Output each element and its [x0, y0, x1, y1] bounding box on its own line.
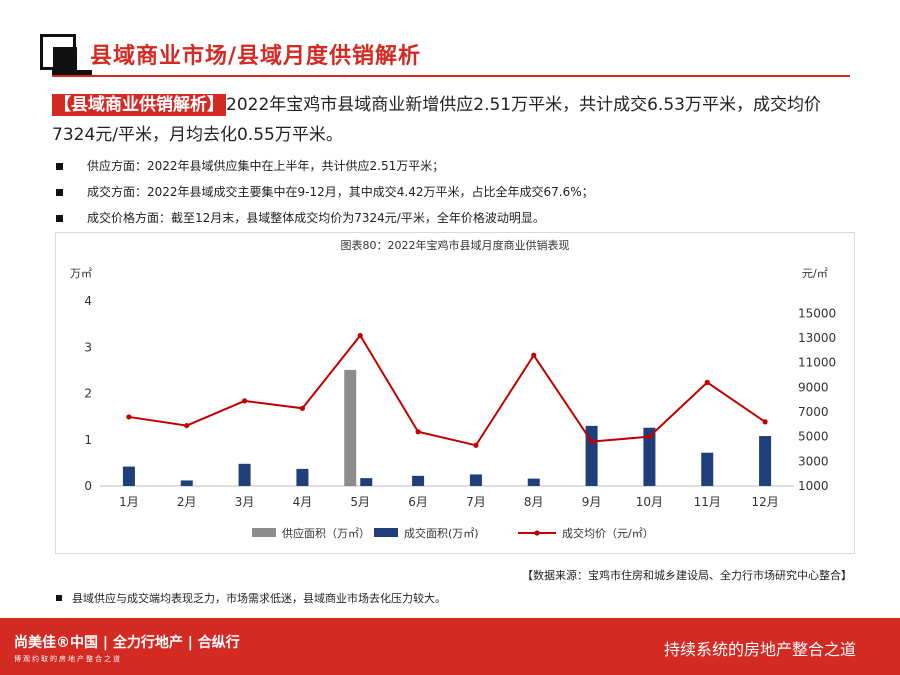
- conclusion-text: 县域供应与成交端均表现乏力，市场需求低迷，县域商业市场去化压力较大。: [72, 592, 446, 605]
- lead-paragraph: 【县域商业供销解析】 2022年宝鸡市县域商业新增供应2.51万平米，共计成交6.…: [52, 90, 852, 150]
- lead-tag: 【县域商业供销解析】: [52, 94, 226, 116]
- sales-bar: [122, 466, 135, 486]
- sales-bar: [360, 478, 373, 486]
- price-point: [241, 398, 248, 404]
- right-axis-tick-label: 15000: [798, 306, 836, 320]
- legend-supply-swatch: [252, 528, 276, 537]
- legend-sales-swatch: [374, 528, 398, 537]
- legend-price-label: 成交均价（元/㎡）: [562, 526, 654, 540]
- x-axis-tick-label: 8月: [524, 495, 544, 509]
- right-axis-tick-label: 5000: [798, 430, 829, 444]
- bullet-square-icon: [56, 214, 63, 222]
- left-axis-tick-label: 0: [84, 479, 92, 493]
- footer-bar: 尚美佳®中国 | 全力行地产 | 合纵行 博观约取的房地产整合之道 持续系统的房…: [0, 618, 900, 675]
- title-accent-bar: [52, 70, 92, 77]
- title-divider: [52, 75, 850, 77]
- footer-slogan: 持续系统的房地产整合之道: [663, 640, 856, 659]
- legend-price-marker: [534, 530, 540, 536]
- bullet-square-icon: [56, 188, 63, 196]
- right-axis-tick-label: 9000: [798, 380, 829, 394]
- footer-brand-sub: 博观约取的房地产整合之道: [14, 655, 122, 663]
- sales-bar: [643, 427, 656, 486]
- price-line: [128, 333, 766, 447]
- left-axis-tick-label: 1: [84, 433, 92, 447]
- legend-sales-label: 成交面积(万㎡): [404, 526, 479, 540]
- right-axis-tick-label: 13000: [798, 331, 836, 345]
- x-axis-tick-label: 5月: [350, 495, 370, 509]
- right-axis-tick-label: 3000: [798, 454, 829, 468]
- bullet-item: 供应方面：2022年县域供应集中在上半年，共计供应2.51万平米；: [52, 153, 594, 179]
- chart-panel: 图表80：2022年宝鸡市县域月度商业供销表现万㎡ 元/㎡ 0 1 2 3 4 1000 300…: [55, 232, 855, 554]
- left-axis-tick-label: 4: [84, 294, 92, 308]
- legend-supply-label: 供应面积（万㎡）: [282, 526, 370, 540]
- price-point: [415, 429, 421, 435]
- price-point: [588, 439, 595, 445]
- price-point: [531, 352, 537, 358]
- left-axis-tick-label: 2: [84, 387, 92, 401]
- sales-bar: [469, 474, 482, 486]
- x-axis-tick-label: 12月: [751, 495, 778, 509]
- price-point: [473, 442, 479, 448]
- page-title: 县域商业市场/县域月度供销解析: [90, 44, 422, 69]
- lead-text: 2022年宝鸡市县域商业新增供应2.51万平米，共计成交6.53万平米，成交均价…: [52, 95, 821, 145]
- right-axis-tick-label: 1000: [798, 479, 829, 493]
- sales-bar: [759, 436, 772, 486]
- price-point: [704, 379, 710, 385]
- x-axis-tick-label: 7月: [466, 495, 486, 509]
- bullet-list: 供应方面：2022年县域供应集中在上半年，共计供应2.51万平米； 成交方面：2…: [52, 153, 594, 231]
- bullet-square-icon: [56, 595, 62, 601]
- price-point: [357, 332, 363, 339]
- right-axis-tick-label: 7000: [798, 405, 829, 419]
- sales-bar: [701, 452, 714, 486]
- header-logo-mark: [40, 34, 77, 71]
- chart-title: 图表80：2022年宝鸡市县域月度商业供销表现: [341, 238, 570, 252]
- x-axis-tick-label: 2月: [177, 495, 197, 509]
- price-point: [126, 414, 132, 420]
- price-point: [299, 405, 306, 411]
- bullet-item: 成交方面：2022年县域成交主要集中在9-12月，其中成交4.42万平米，占比全…: [52, 179, 594, 205]
- sales-bar: [527, 478, 540, 486]
- bullet-item: 成交价格方面：截至12月末，县域整体成交均价为7324元/平米，全年价格波动明显…: [52, 205, 594, 231]
- x-axis-tick-label: 10月: [636, 495, 663, 509]
- right-axis-unit: 元/㎡: [802, 267, 828, 280]
- data-source-note: 【数据来源：宝鸡市住房和城乡建设局、全力行市场研究中心整合】: [522, 569, 852, 582]
- right-axis-tick-label: 11000: [798, 356, 836, 370]
- x-axis-tick-label: 4月: [293, 495, 313, 509]
- bullet-square-icon: [56, 162, 63, 170]
- supply-bar: [344, 369, 357, 486]
- sales-bar: [180, 480, 193, 486]
- conclusion-line: 县域供应与成交端均表现乏力，市场需求低迷，县域商业市场去化压力较大。: [52, 590, 446, 606]
- left-axis-unit: 万㎡: [70, 267, 92, 280]
- x-axis-tick-label: 6月: [408, 495, 428, 509]
- left-axis-tick-label: 3: [84, 340, 92, 354]
- sales-bar: [238, 463, 251, 486]
- price-point: [184, 422, 190, 429]
- price-point: [646, 434, 653, 440]
- price-point: [762, 419, 768, 425]
- x-axis-tick-label: 11月: [694, 495, 721, 509]
- x-axis-tick-label: 9月: [582, 495, 602, 509]
- x-axis-tick-label: 1月: [119, 495, 139, 509]
- x-axis-tick-label: 3月: [235, 495, 255, 509]
- sales-bar: [412, 475, 425, 486]
- sales-bar: [296, 468, 309, 486]
- footer-brand: 尚美佳®中国 | 全力行地产 | 合纵行 博观约取的房地产整合之道: [14, 635, 240, 663]
